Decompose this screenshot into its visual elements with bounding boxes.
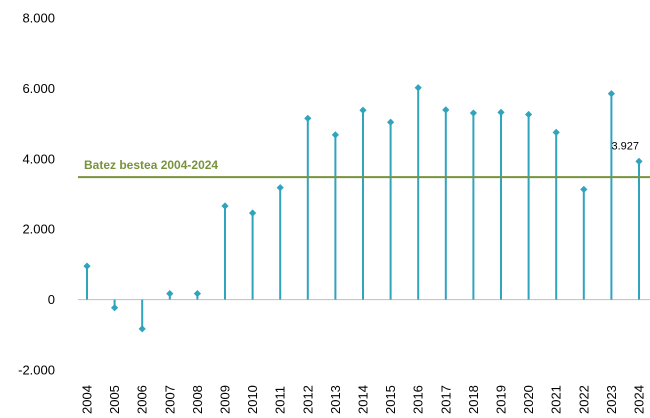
x-tick-label: 2024	[632, 385, 647, 414]
x-tick-label: 2005	[107, 385, 122, 414]
x-tick-label: 2007	[162, 385, 177, 414]
marker-2009	[221, 202, 229, 210]
average-reference-label: Batez bestea 2004-2024	[84, 158, 218, 172]
marker-2006	[138, 325, 146, 333]
x-tick-label: 2006	[135, 385, 150, 414]
y-tick-label: 0	[48, 292, 55, 307]
data-labels: 3.927	[611, 140, 639, 152]
x-tick-label: 2014	[356, 385, 371, 414]
x-tick-label: 2012	[300, 385, 315, 414]
marker-2015	[387, 118, 395, 126]
y-tick-label: 6.000	[22, 81, 55, 96]
x-tick-label: 2013	[328, 385, 343, 414]
y-axis-tick-labels: -2.000 0 2.000 4.000 6.000 8.000	[18, 11, 55, 378]
series-stems	[86, 87, 640, 329]
marker-2021	[552, 128, 560, 136]
x-tick-label: 2017	[438, 385, 453, 414]
marker-2012	[304, 114, 312, 122]
marker-2023	[607, 90, 615, 98]
marker-2018	[469, 109, 477, 117]
marker-2019	[497, 108, 505, 116]
x-tick-label: 2022	[576, 385, 591, 414]
y-tick-label: 8.000	[22, 11, 55, 26]
x-tick-label: 2008	[190, 385, 205, 414]
x-axis-tick-labels: 2004 2005 2006 2007 2008 2009 2010 2011 2012 2013…	[80, 385, 647, 414]
x-tick-label: 2004	[80, 385, 95, 414]
marker-2020	[525, 110, 533, 119]
marker-2011	[276, 184, 284, 192]
x-tick-label: 2021	[549, 385, 564, 414]
marker-2010	[249, 209, 257, 217]
data-label-2024: 3.927	[611, 140, 639, 152]
marker-2017	[442, 106, 450, 114]
y-tick-label: -2.000	[18, 363, 55, 378]
x-tick-label: 2023	[604, 385, 619, 414]
x-tick-label: 2011	[273, 386, 288, 414]
x-tick-label: 2010	[245, 385, 260, 414]
marker-2005	[111, 304, 119, 312]
x-tick-label: 2015	[383, 385, 398, 414]
x-tick-label: 2018	[466, 385, 481, 414]
marker-2007	[166, 290, 174, 298]
marker-2004	[83, 262, 91, 270]
series-markers	[83, 84, 643, 333]
marker-2024	[635, 157, 643, 165]
marker-2022	[580, 185, 588, 194]
x-tick-label: 2019	[494, 385, 509, 414]
marker-2016	[414, 84, 422, 92]
x-tick-label: 2016	[411, 385, 426, 414]
x-tick-label: 2009	[218, 385, 233, 414]
marker-2008	[193, 290, 201, 298]
marker-2014	[359, 106, 367, 114]
y-tick-label: 2.000	[22, 222, 55, 237]
y-tick-label: 4.000	[22, 151, 55, 166]
marker-2013	[331, 131, 339, 139]
x-tick-label: 2020	[521, 385, 536, 414]
